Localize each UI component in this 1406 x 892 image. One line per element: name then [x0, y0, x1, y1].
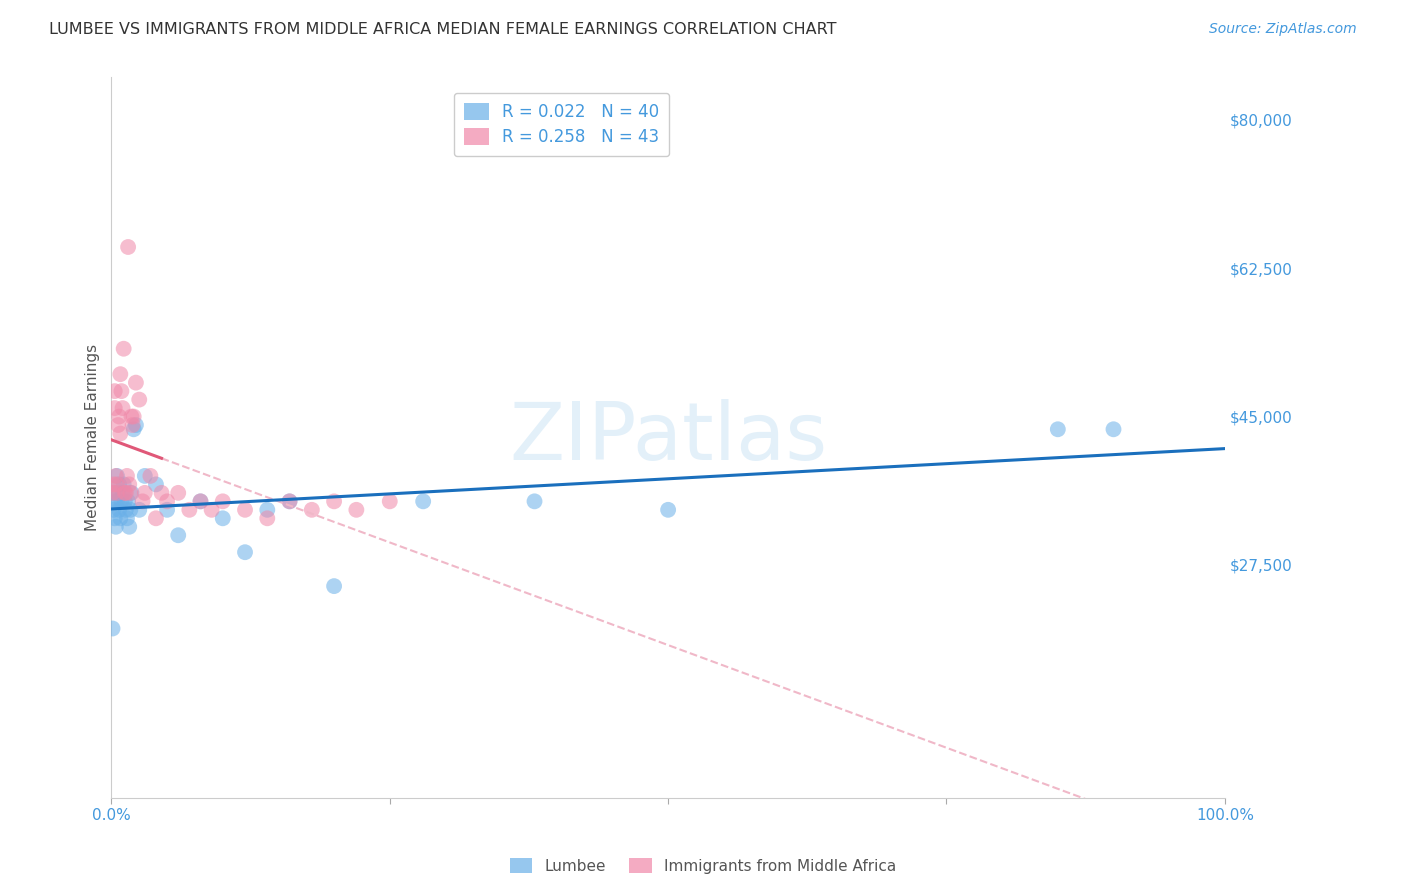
Text: LUMBEE VS IMMIGRANTS FROM MIDDLE AFRICA MEDIAN FEMALE EARNINGS CORRELATION CHART: LUMBEE VS IMMIGRANTS FROM MIDDLE AFRICA …: [49, 22, 837, 37]
Legend: Lumbee, Immigrants from Middle Africa: Lumbee, Immigrants from Middle Africa: [503, 852, 903, 880]
Point: [118, 520, 141, 534]
Point: [117, 494, 139, 508]
Point: [101, 622, 124, 636]
Point: [104, 520, 127, 534]
Point: [378, 494, 401, 508]
Point: [412, 494, 434, 508]
Point: [134, 486, 156, 500]
Point: [156, 503, 179, 517]
Point: [105, 469, 128, 483]
Point: [523, 494, 546, 508]
Point: [103, 486, 125, 500]
Point: [278, 494, 301, 508]
Point: [201, 503, 224, 517]
Point: [104, 401, 127, 415]
Point: [105, 494, 128, 508]
Point: [120, 486, 142, 500]
Point: [110, 384, 132, 398]
Y-axis label: Median Female Earnings: Median Female Earnings: [86, 344, 100, 532]
Point: [145, 477, 167, 491]
Point: [111, 401, 134, 415]
Point: [112, 477, 135, 491]
Point: [107, 417, 129, 432]
Point: [104, 469, 127, 483]
Point: [167, 486, 190, 500]
Point: [156, 494, 179, 508]
Point: [120, 486, 142, 500]
Point: [145, 511, 167, 525]
Point: [103, 503, 125, 517]
Point: [110, 426, 132, 441]
Point: [125, 417, 148, 432]
Point: [110, 511, 132, 525]
Point: [233, 545, 256, 559]
Point: [115, 511, 138, 525]
Text: ZIPatlas: ZIPatlas: [509, 399, 827, 476]
Point: [344, 503, 367, 517]
Point: [1102, 422, 1125, 436]
Point: [278, 494, 301, 508]
Point: [128, 392, 150, 407]
Point: [114, 494, 136, 508]
Point: [211, 511, 233, 525]
Point: [150, 486, 173, 500]
Point: [323, 494, 346, 508]
Point: [120, 503, 142, 517]
Point: [105, 486, 128, 500]
Point: [179, 503, 201, 517]
Point: [104, 384, 127, 398]
Point: [117, 240, 139, 254]
Text: Source: ZipAtlas.com: Source: ZipAtlas.com: [1209, 22, 1357, 37]
Point: [256, 511, 278, 525]
Point: [256, 503, 278, 517]
Point: [131, 494, 153, 508]
Point: [108, 503, 131, 517]
Point: [110, 367, 132, 381]
Point: [115, 469, 138, 483]
Point: [128, 503, 150, 517]
Point: [121, 417, 143, 432]
Point: [115, 486, 138, 500]
Point: [190, 494, 212, 508]
Point: [112, 342, 135, 356]
Point: [190, 494, 212, 508]
Point: [139, 469, 162, 483]
Point: [107, 486, 129, 500]
Point: [108, 477, 131, 491]
Point: [211, 494, 233, 508]
Point: [105, 477, 128, 491]
Point: [301, 503, 323, 517]
Point: [122, 409, 145, 424]
Point: [101, 486, 124, 500]
Point: [115, 503, 138, 517]
Point: [167, 528, 190, 542]
Point: [122, 422, 145, 436]
Point: [118, 477, 141, 491]
Point: [233, 503, 256, 517]
Point: [657, 503, 679, 517]
Point: [108, 409, 131, 424]
Point: [111, 486, 134, 500]
Point: [1046, 422, 1069, 436]
Point: [103, 477, 125, 491]
Point: [120, 409, 142, 424]
Point: [104, 511, 127, 525]
Point: [104, 494, 127, 508]
Point: [110, 494, 132, 508]
Point: [134, 469, 156, 483]
Point: [114, 486, 136, 500]
Point: [323, 579, 346, 593]
Legend: R = 0.022   N = 40, R = 0.258   N = 43: R = 0.022 N = 40, R = 0.258 N = 43: [454, 93, 669, 156]
Point: [125, 376, 148, 390]
